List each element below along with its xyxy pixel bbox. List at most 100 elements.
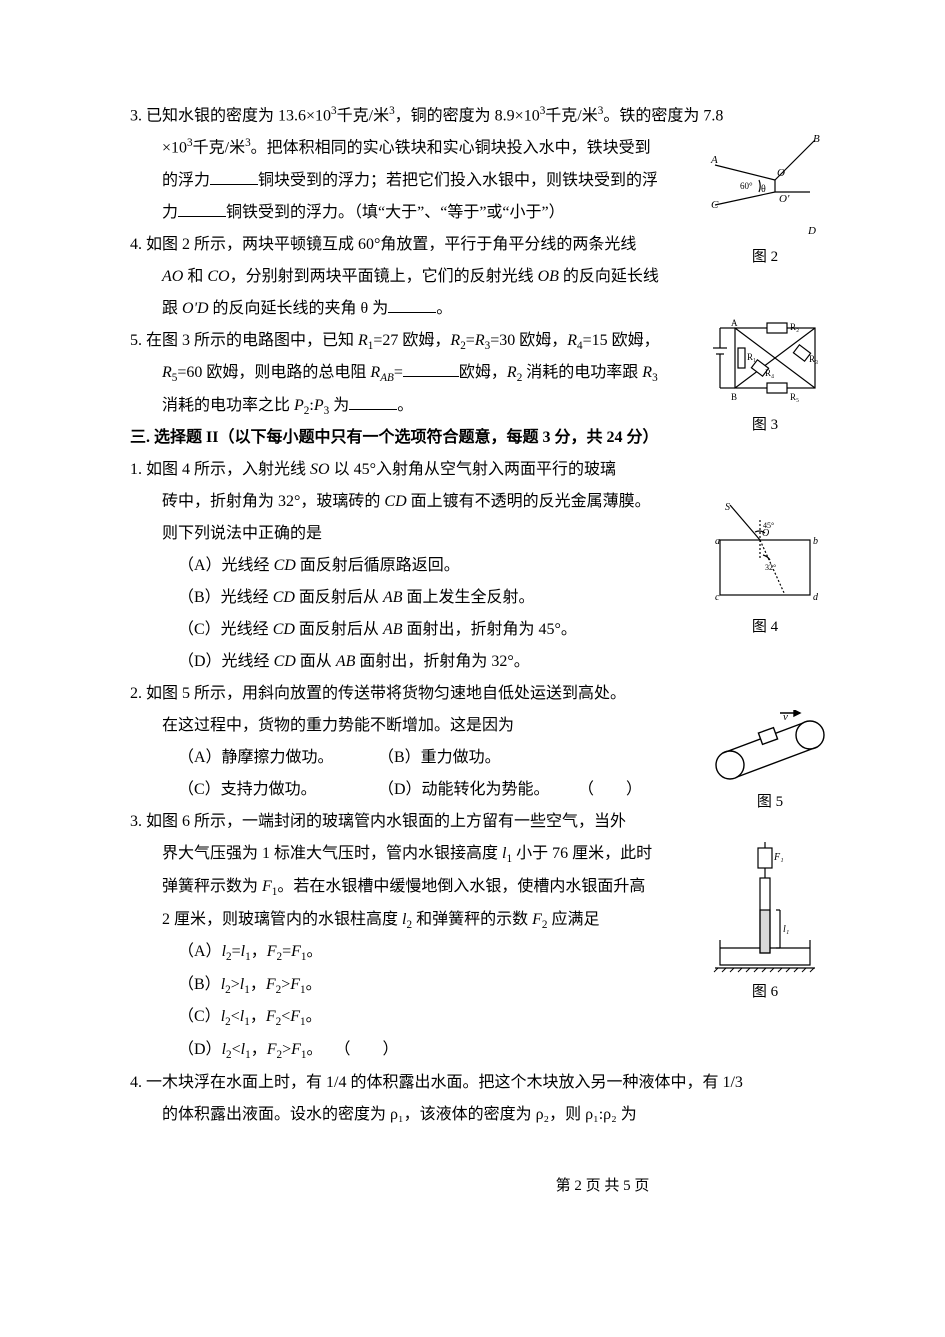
q4-line2: AO 和 CO，分别射到两块平面镜上，它们的反射光线 OB 的反向延长线 bbox=[130, 261, 690, 293]
page-content: A B O C O' D 60° θ 图 2 bbox=[130, 100, 945, 1201]
q4-line3: 跟 O'D 的反向延长线的夹角 θ 为 。 bbox=[130, 293, 690, 325]
s3q3-Cd: < bbox=[281, 1008, 290, 1025]
q4-OD: O'D bbox=[182, 300, 209, 317]
fig2-label-D: D bbox=[807, 225, 816, 237]
figure-5: v 图 5 bbox=[705, 710, 835, 817]
fig4-label-d: d bbox=[813, 592, 819, 603]
q3-line3: 的浮力 铜块受到的浮力；若把它们投入水银中，则铁块受到的浮 bbox=[130, 165, 690, 197]
fig2-label-theta: θ bbox=[761, 184, 766, 195]
fig2-label-60: 60° bbox=[740, 181, 753, 191]
s3q3-Cc: ， bbox=[250, 1008, 266, 1025]
q4-OB: OB bbox=[538, 268, 559, 285]
fig3-label-B: B bbox=[731, 392, 737, 402]
q5-R3: R bbox=[475, 332, 485, 349]
fig6-label-F1: F₁ bbox=[773, 852, 784, 863]
s3q1-line3: 则下列说法中正确的是 bbox=[130, 518, 690, 550]
s3q2-answer-slot[interactable]: （ ） bbox=[578, 781, 642, 798]
s3q1-l1a: 1. 如图 4 所示，入射光线 bbox=[130, 461, 310, 478]
figure-6: F₁ l₁ 图 6 bbox=[710, 840, 820, 1007]
blank-4[interactable] bbox=[403, 360, 459, 377]
s3q1-l2b: 面上镀有不透明的反光金属薄膜。 bbox=[407, 493, 651, 510]
blank-2[interactable] bbox=[178, 200, 226, 217]
fig6-label-l1: l₁ bbox=[783, 924, 789, 935]
s3q2-optD: （D）动能转化为势能。 bbox=[378, 774, 578, 806]
s3q1-l1b: 以 45°入射角从空气射入两面平行的玻璃 bbox=[330, 461, 616, 478]
fig3-label-R5: R₅ bbox=[790, 392, 799, 402]
s3q3-l4b: 和弹簧秤的示数 bbox=[412, 911, 532, 928]
s3q3-l4c: 应满足 bbox=[547, 911, 599, 928]
blank-5[interactable] bbox=[349, 393, 397, 410]
q5-l3b: 为 bbox=[329, 397, 349, 414]
figure-3-caption: 图 3 bbox=[705, 410, 825, 440]
q5-RAB: R bbox=[370, 364, 380, 381]
q3-line4: 力铜铁受到的浮力。（填“大于”、“等于”或“小于”） bbox=[130, 197, 690, 229]
s3q3-Ab: = bbox=[232, 943, 241, 960]
q5-R3bs: 3 bbox=[652, 372, 658, 384]
s3q3-Db: < bbox=[232, 1041, 241, 1058]
s3q3-l3b: 。若在水银槽中缓慢地倒入水银，使槽内水银面升高 bbox=[277, 878, 645, 895]
q5-line3: 消耗的电功率之比 P2:P3 为。 bbox=[130, 390, 690, 423]
fig4-label-b: b bbox=[813, 536, 818, 547]
q5-l3a: 消耗的电功率之比 bbox=[162, 397, 294, 414]
s3q2-optB: （B）重力做功。 bbox=[378, 742, 578, 774]
s3q3-l3a: 弹簧秤示数为 bbox=[162, 878, 262, 895]
s3q3-A-F1: F bbox=[291, 943, 301, 960]
s3q1-optC: （C）光线经 CD 面反射后从 AB 面射出，折射角为 45°。 bbox=[130, 614, 690, 646]
s3q1-Ca: （C）光线经 bbox=[178, 621, 273, 638]
s3q1-Da: （D）光线经 bbox=[178, 653, 274, 670]
s3q3-Be: 。 bbox=[306, 976, 322, 993]
figure-4-caption: 图 4 bbox=[705, 612, 825, 642]
s3q1-optB: （B）光线经 CD 面反射后从 AB 面上发生全反射。 bbox=[130, 582, 690, 614]
q5-R2: R bbox=[450, 332, 460, 349]
s3q3-Ac: ， bbox=[251, 943, 267, 960]
s3q2-line2: 在这过程中，货物的重力势能不断增加。这是因为 bbox=[130, 710, 690, 742]
s3q3-line2: 界大气压强为 1 标准大气压时，管内水银接高度 l1 小于 76 厘米，此时 bbox=[130, 838, 690, 871]
fig5-label-v: v bbox=[783, 711, 788, 723]
q5-line2: R5=60 欧姆，则电路的总电阻 RAB=欧姆，R2 消耗的电功率跟 R3 bbox=[130, 357, 690, 390]
page-footer: 第 2 页 共 5 页 bbox=[130, 1171, 945, 1201]
s3q1-l2a: 砖中，折射角为 32°，玻璃砖的 bbox=[162, 493, 384, 510]
s3q1-Ba: （B）光线经 bbox=[178, 589, 273, 606]
q5-l2c: 消耗的电功率跟 bbox=[522, 364, 642, 381]
fig2-label-B: B bbox=[813, 133, 820, 145]
s3q1-optA: （A）光线经 CD 面反射后循原路返回。 bbox=[130, 550, 690, 582]
s3q3-Dd: > bbox=[282, 1041, 291, 1058]
q3-line2: ×103千克/米3。把体积相同的实心铁块和实心铜块投入水中，铁块受到 bbox=[130, 132, 690, 164]
s3q3-Ba: （B） bbox=[178, 976, 221, 993]
fig3-label-R3: R₃ bbox=[809, 354, 818, 364]
q3-l3b: 铜块受到的浮力；若把它们投入水银中，则铁块受到的浮 bbox=[258, 172, 658, 189]
q5-eqR3a: = bbox=[466, 332, 475, 349]
s3q3-line4: 2 厘米，则玻璃管内的水银柱高度 l2 和弹簧秤的示数 F2 应满足 bbox=[130, 904, 690, 937]
s3q3-answer-slot[interactable]: （ ） bbox=[335, 1041, 399, 1058]
q4-line1: 4. 如图 2 所示，两块平顿镜互成 60°角放置，平行于角平分线的两条光线 bbox=[130, 229, 690, 261]
s3q1-optD: （D）光线经 CD 面从 AB 面射出，折射角为 32°。 （ ） bbox=[130, 646, 945, 678]
blank-3[interactable] bbox=[388, 296, 436, 313]
fig2-label-O: O bbox=[777, 167, 785, 179]
q3-l1e: 。铁的密度为 7.8 bbox=[603, 107, 723, 124]
s3q3-Bc: ， bbox=[250, 976, 266, 993]
fig3-label-R1: R₁ bbox=[747, 352, 756, 362]
s3q3-B-F1: F bbox=[290, 976, 300, 993]
blank-1[interactable] bbox=[210, 168, 258, 185]
figure-6-caption: 图 6 bbox=[710, 977, 820, 1007]
s3q1-A-CD: CD bbox=[274, 557, 296, 574]
s3q3-C-F2: F bbox=[266, 1008, 276, 1025]
s3q1-CD: CD bbox=[384, 493, 406, 510]
q3-l3a: 的浮力 bbox=[162, 172, 210, 189]
s3q2-optsAB: （A）静摩擦力做功。（B）重力做功。 bbox=[130, 742, 690, 774]
s3q3-line3: 弹簧秤示数为 F1。若在水银槽中缓慢地倒入水银，使槽内水银面升高 bbox=[130, 871, 690, 904]
s3q3-Ce: 。 bbox=[306, 1008, 322, 1025]
s3q3-optB: （B）l2>l1，F2>F1。 bbox=[130, 969, 945, 1002]
q3-l2a: ×10 bbox=[162, 140, 187, 157]
q3-l1a: 3. 已知水银的密度为 13.6×10 bbox=[130, 107, 331, 124]
q4-l3c: 的反向延长线的夹角 θ 为 bbox=[209, 300, 389, 317]
q4-l3a: 跟 bbox=[162, 300, 182, 317]
s3q3-Ca: （C） bbox=[178, 1008, 221, 1025]
q4-l3d: 。 bbox=[436, 300, 452, 317]
s3q4-line1: 4. 一木块浮在水面上时，有 1/4 的体积露出水面。把这个木块放入另一种液体中… bbox=[130, 1067, 945, 1099]
q5-R5: R bbox=[162, 364, 172, 381]
s3q3-Bd: > bbox=[281, 976, 290, 993]
fig2-label-A: A bbox=[710, 154, 718, 166]
fig3-label-R2: R₂ bbox=[790, 322, 799, 332]
s3q3-optC: （C）l2<l1，F2<F1。 bbox=[130, 1001, 945, 1034]
